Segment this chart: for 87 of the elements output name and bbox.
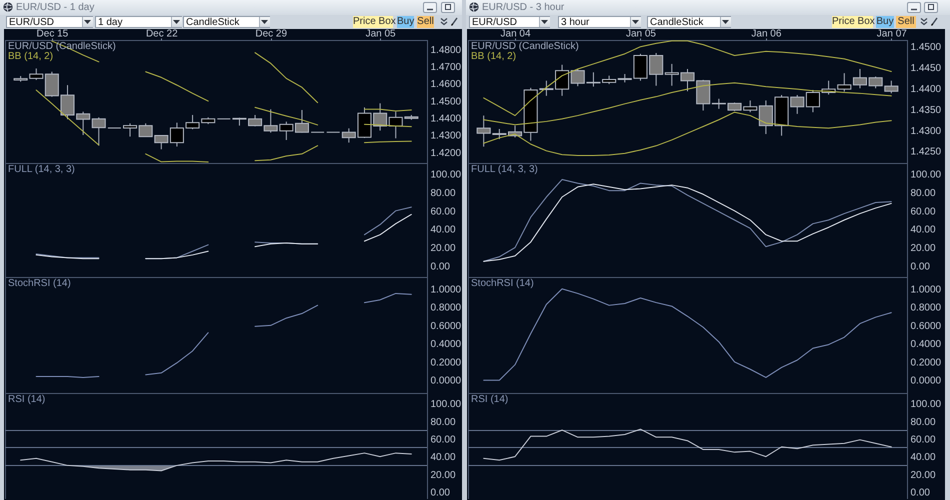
y-tick-label: 0.00: [430, 487, 450, 498]
y-tick-label: 1.4200: [430, 148, 462, 159]
y-tick-label: 0.4000: [430, 339, 462, 350]
y-tick-label: 80.00: [430, 416, 456, 428]
y-tick-label: 60.00: [430, 206, 456, 218]
y-tick-label: 20.00: [910, 243, 936, 254]
chart-title: EUR/USD - 3 hour: [482, 2, 564, 13]
dropdown: EUR/USD: [469, 16, 550, 28]
chart-title: RSI (14): [8, 394, 46, 405]
chart-title: StochRSI (14): [471, 278, 534, 289]
y-tick-label: 1.4800: [430, 44, 462, 56]
y-tick-label: 40.00: [910, 224, 936, 236]
y-tick-label: 1.4700: [430, 62, 462, 74]
line-series: [483, 82, 892, 126]
button: Buy: [397, 16, 414, 28]
x-tick-label: Jan 05: [366, 28, 396, 40]
y-tick-label: 100.00: [910, 399, 942, 410]
y-tick-label: 1.4500: [430, 96, 462, 108]
y-tick-label: 1.4600: [430, 79, 462, 90]
y-tick-label: 0.8000: [910, 302, 942, 314]
button: Price Box: [832, 16, 873, 28]
x-tick-label: Dec 15: [36, 28, 69, 40]
y-tick-label: 100.00: [910, 170, 942, 181]
x-tick-label: Jan 06: [751, 28, 782, 40]
y-tick-label: 20.00: [910, 470, 936, 481]
y-tick-label: 0.4000: [910, 339, 942, 350]
y-tick-label: 1.4300: [430, 130, 462, 142]
x-tick-label: Jan 05: [626, 28, 656, 40]
y-tick-label: 20.00: [430, 243, 456, 254]
y-tick-label: 0.0000: [910, 376, 942, 387]
chart-title: FULL (14, 3, 3): [8, 164, 75, 175]
y-tick-label: 60.00: [910, 206, 936, 218]
y-tick-label: 80.00: [910, 188, 936, 199]
y-tick-label: 1.4450: [910, 62, 942, 74]
y-tick-label: 1.4250: [910, 146, 942, 158]
y-tick-label: 0.2000: [430, 357, 462, 368]
line-series: [483, 428, 892, 461]
x-tick-label: Jan 04: [500, 28, 531, 40]
y-tick-label: 1.0000: [430, 284, 462, 296]
y-tick-label: 0.2000: [910, 357, 942, 368]
line-series: [483, 288, 892, 381]
dropdown: CandleStick: [647, 16, 731, 28]
y-tick-label: 100.00: [430, 170, 462, 181]
button: Sell: [417, 16, 434, 28]
y-tick-label: 1.4350: [910, 104, 942, 116]
y-tick-label: 0.00: [910, 261, 930, 272]
y-tick-label: 60.00: [910, 434, 936, 446]
y-tick-label: 0.8000: [430, 302, 462, 314]
y-tick-label: 1.4300: [910, 126, 942, 137]
y-tick-label: 80.00: [430, 188, 456, 199]
text: BB (14, 2): [471, 51, 516, 62]
y-tick-label: 60.00: [430, 434, 456, 446]
series-label: BB (14, 2): [8, 51, 54, 62]
y-tick-label: 40.00: [430, 224, 456, 236]
dropdown: 3 hour: [558, 16, 641, 28]
y-tick-label: 1.4400: [430, 114, 462, 125]
x-tick-label: Dec 22: [146, 28, 178, 40]
dropdown: 1 day: [95, 16, 182, 28]
button: Price Box: [353, 16, 393, 28]
y-tick-label: 1.0000: [910, 284, 942, 296]
y-tick-label: 1.4400: [910, 84, 942, 95]
y-tick-label: 40.00: [430, 452, 456, 464]
y-tick-label: 0.0000: [430, 376, 462, 387]
y-tick-label: 0.6000: [910, 320, 942, 332]
button: Sell: [896, 16, 916, 28]
line-series: [20, 452, 412, 472]
chart-subtitle: EUR/USD (CandleStick): [471, 41, 579, 52]
candlestick: [92, 116, 106, 146]
candlestick: [884, 80, 898, 94]
y-tick-label: 100.00: [430, 399, 462, 410]
x-tick-label: Dec 29: [255, 28, 288, 40]
y-tick-label: 1.4500: [910, 42, 942, 53]
y-tick-label: 0.6000: [430, 320, 462, 332]
y-tick-label: 0.00: [910, 487, 930, 498]
x-tick-label: Jan 07: [876, 28, 908, 40]
chart-title: FULL (14, 3, 3): [471, 164, 538, 175]
chart-title: EUR/USD - 1 day: [16, 2, 94, 13]
button: Buy: [876, 16, 894, 28]
y-tick-label: 0.00: [430, 261, 450, 272]
dropdown: CandleStick: [183, 16, 270, 28]
chart-title: StochRSI (14): [8, 278, 71, 289]
chart-title: RSI (14): [471, 394, 508, 405]
y-tick-label: 80.00: [910, 416, 936, 428]
candlestick: [476, 115, 491, 148]
dropdown: EUR/USD: [6, 16, 93, 28]
y-tick-label: 20.00: [430, 470, 456, 481]
y-tick-label: 40.00: [910, 452, 936, 464]
